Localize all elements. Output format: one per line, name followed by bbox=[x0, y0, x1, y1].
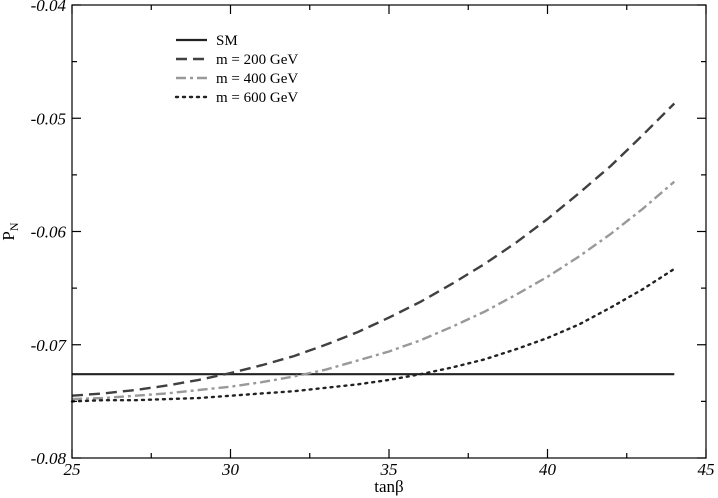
series-line-4 bbox=[70, 267, 676, 403]
y-tick-label: -0.04 bbox=[31, 0, 67, 15]
legend-label-1: SM bbox=[216, 33, 238, 49]
y-axis-label: PN bbox=[0, 222, 21, 240]
legend-label-4: m = 600 GeV bbox=[216, 90, 298, 106]
x-tick-label: 30 bbox=[221, 460, 240, 479]
series-line-2 bbox=[71, 102, 676, 397]
series-layer bbox=[70, 102, 676, 403]
y-tick-label: -0.05 bbox=[31, 109, 66, 128]
series-line-3 bbox=[71, 180, 676, 401]
x-axis-label: tanβ bbox=[374, 477, 403, 496]
x-tick-label: 45 bbox=[698, 460, 715, 479]
y-tick-label: -0.08 bbox=[31, 449, 67, 468]
plot-frame bbox=[71, 4, 707, 459]
x-tick-label: 25 bbox=[64, 460, 81, 479]
ticks-layer: 25 30 35 40 45 -0.08 -0.07 -0.06 -0.05 -0.04 bbox=[31, 0, 715, 479]
y-tick-label: -0.07 bbox=[31, 336, 68, 355]
legend-label-2: m = 200 GeV bbox=[216, 52, 298, 68]
legend-label-3: m = 400 GeV bbox=[216, 71, 298, 87]
x-tick-label: 35 bbox=[380, 460, 398, 479]
x-tick-label: 40 bbox=[539, 460, 557, 479]
legend: SM m = 200 GeV m = 400 GeV m = 600 GeV bbox=[174, 33, 298, 106]
y-tick-label: -0.06 bbox=[31, 223, 67, 242]
